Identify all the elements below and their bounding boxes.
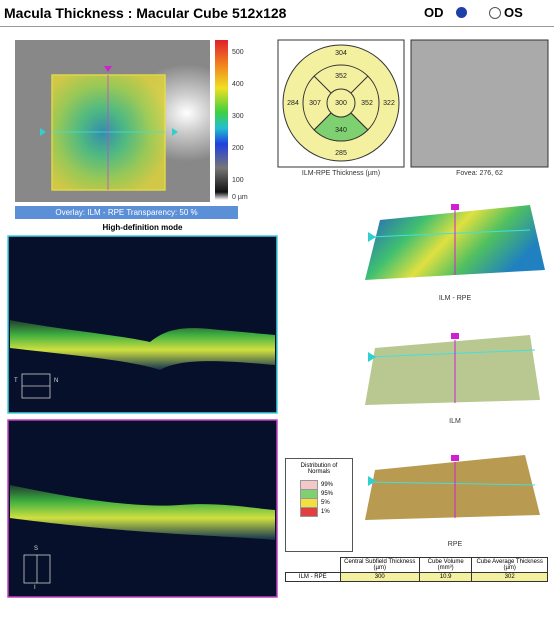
overlay-caption-bg [15,206,238,219]
os-radio[interactable] [489,7,501,19]
table-header: Cube Average Thickness (µm) [471,557,548,573]
table-row: ILM - RPE 300 10.9 302 [285,572,548,582]
sector-value: 304 [335,50,347,57]
orient-label: T [14,378,18,384]
surface-label: ILM - RPE [438,295,472,302]
summary-table: Central Subfield Thickness (µm) Cube Vol… [285,557,548,582]
table-cell: ILM - RPE [285,572,341,582]
sector-value: 352 [361,100,373,107]
marker [451,455,459,461]
scale-label: 100 [232,177,244,184]
sector-value: 322 [383,100,395,107]
orient-label: S [34,546,39,552]
etdrs-grid: 304 352 284 307 300 352 322 340 285 [277,39,405,168]
orient-label: N [54,378,59,384]
sector-value: 285 [335,150,347,157]
table-cell: 300 [339,572,420,582]
report-graphics: 304 352 284 307 300 352 322 340 285 [7,39,549,598]
report-title: Macula Thickness : Macular Cube 512x128 [4,5,287,21]
sector-value: 340 [335,127,347,134]
retina-layers [10,320,275,370]
scale-label: 300 [232,113,244,120]
oct-scan [7,235,278,414]
swatch [300,506,318,517]
scale-label: 200 [232,145,244,152]
marker [368,476,376,486]
normals-legend: Distribution of Normals 99% 95% 5% 1% [285,458,353,552]
table-header: Central Subfield Thickness (µm) [339,557,420,573]
center-circle [326,88,356,118]
sector-value: 284 [287,100,299,107]
marker [104,66,112,72]
scan-line [369,481,536,486]
table-header-row: Central Subfield Thickness (µm) Cube Vol… [286,557,548,573]
legend-item: 1% [300,506,352,517]
scale-label: 500 [232,49,244,56]
legend-label: 99% [321,481,334,488]
scan-line [369,349,536,358]
legend-label: 5% [321,499,330,506]
scale-label: 400 [232,81,244,88]
od-label: OD [424,5,444,20]
table-header: Cube Volume (mm³) [418,557,473,573]
od-radio[interactable] [456,7,467,18]
thickness-overlay [51,74,166,191]
color-bar [215,40,228,200]
legend-items: 99% 95% 5% 1% [300,479,352,517]
sector-value: 307 [309,100,321,107]
surface-ilm [365,335,540,405]
marker [451,333,459,339]
sector-value: 300 [335,100,347,107]
legend-label: 1% [321,508,330,515]
table-cell: 10.9 [418,572,473,582]
overlay-caption: Overlay: ILM - RPE Transparency: 50 % [55,208,198,217]
surface-label: ILM [449,418,461,425]
marker [451,204,459,210]
mode-label: High-definition mode [102,223,183,232]
table-cell: 302 [471,572,548,582]
orient-label: I [34,585,36,591]
fundus-caption: Fovea: 276, 62 [456,170,503,177]
legend-title: Distribution of Normals [300,463,338,475]
marker [40,128,46,136]
scale-label: 0 µm [232,194,248,201]
surface-label: RPE [447,541,463,548]
marker [172,128,178,136]
legend-label: 95% [321,490,334,497]
os-label: OS [504,5,523,20]
etdrs-caption: ILM-RPE Thickness (µm) [301,170,381,177]
empty-cell [286,558,341,573]
scale-labels: 500 400 300 200 100 [232,37,244,197]
header: Macula Thickness : Macular Cube 512x128 … [0,0,554,27]
marker [368,232,376,242]
fundus-image [410,39,549,168]
marker [368,352,376,362]
surface-rpe [365,455,540,520]
scan-line [369,229,531,238]
sector-lines [313,75,369,131]
retina-layers [10,485,275,540]
sector-value: 352 [335,73,347,80]
